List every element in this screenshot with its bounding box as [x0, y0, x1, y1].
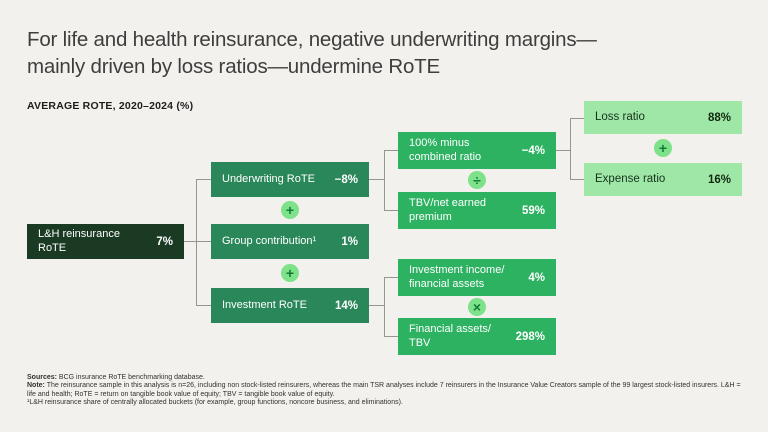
connector-line — [570, 118, 584, 119]
connector-line — [184, 241, 211, 242]
node-group-contribution: Group contribution¹ 1% — [211, 224, 369, 259]
node-value: −4% — [521, 144, 545, 157]
node-value: 298% — [515, 330, 545, 343]
node-expense-ratio: Expense ratio 16% — [584, 163, 742, 196]
node-value: −8% — [334, 173, 358, 186]
connector-line — [196, 179, 211, 180]
connector-line — [570, 179, 584, 180]
connector-line — [556, 150, 570, 151]
divide-icon: ÷ — [468, 171, 486, 189]
node-loss-ratio: Loss ratio 88% — [584, 101, 742, 134]
connector-line — [384, 277, 385, 337]
node-investment-income-financial-assets: Investment income/ financial assets 4% — [398, 259, 556, 296]
node-combined-ratio: 100% minus combined ratio −4% — [398, 132, 556, 169]
node-underwriting-rote: Underwriting RoTE −8% — [211, 162, 369, 197]
footer-notes: Sources: BCG insurance RoTE benchmarking… — [27, 374, 741, 408]
node-label: TBV/net earned premium — [409, 197, 487, 223]
connector-line — [570, 118, 571, 180]
node-label: Financial assets/ TBV — [409, 323, 491, 349]
connector-line — [384, 150, 385, 211]
connector-line — [384, 336, 398, 337]
plus-icon: + — [281, 201, 299, 219]
node-value: 59% — [521, 204, 545, 217]
node-label: Investment RoTE — [222, 298, 307, 311]
node-label: Investment income/ financial assets — [409, 264, 505, 290]
node-label: Expense ratio — [595, 172, 666, 185]
node-label: Group contribution¹ — [222, 234, 317, 247]
node-value: 14% — [334, 299, 358, 312]
connector-line — [384, 150, 398, 151]
node-tbv-net-earned-premium: TBV/net earned premium 59% — [398, 192, 556, 229]
connector-line — [369, 179, 384, 180]
node-value: 88% — [707, 111, 731, 124]
connector-line — [384, 277, 398, 278]
node-financial-assets-tbv: Financial assets/ TBV 298% — [398, 318, 556, 355]
node-label: 100% minus combined ratio — [409, 137, 482, 163]
sources-label: Sources: — [27, 374, 57, 381]
node-label: L&H reinsurance RoTE — [38, 228, 120, 254]
connector-line — [196, 305, 211, 306]
node-label: Underwriting RoTE — [222, 172, 315, 185]
sources-line: Sources: BCG insurance RoTE benchmarking… — [27, 374, 741, 382]
node-value: 1% — [341, 235, 358, 248]
footnote-line: ¹L&H reinsurance share of centrally allo… — [27, 399, 403, 407]
multiply-icon: × — [468, 298, 486, 316]
node-value: 4% — [528, 271, 545, 284]
node-investment-rote: Investment RoTE 14% — [211, 288, 369, 323]
note-line: Note: The reinsurance sample in this ana… — [27, 382, 741, 399]
node-value: 7% — [156, 235, 173, 248]
chart-subtitle: AVERAGE ROTE, 2020–2024 (%) — [27, 100, 194, 112]
connector-line — [384, 210, 398, 211]
note-label: Note: — [27, 382, 45, 390]
node-lh-reinsurance-rote: L&H reinsurance RoTE 7% — [27, 224, 184, 259]
sources-text: BCG insurance RoTE benchmarking database… — [56, 374, 205, 381]
node-value: 16% — [707, 173, 731, 186]
connector-line — [196, 179, 197, 306]
note-text: The reinsurance sample in this analysis … — [27, 382, 741, 398]
connector-line — [369, 305, 384, 306]
page-title: For life and health reinsurance, negativ… — [27, 28, 597, 78]
node-label: Loss ratio — [595, 110, 645, 123]
plus-icon: + — [281, 264, 299, 282]
plus-icon: + — [654, 139, 672, 157]
